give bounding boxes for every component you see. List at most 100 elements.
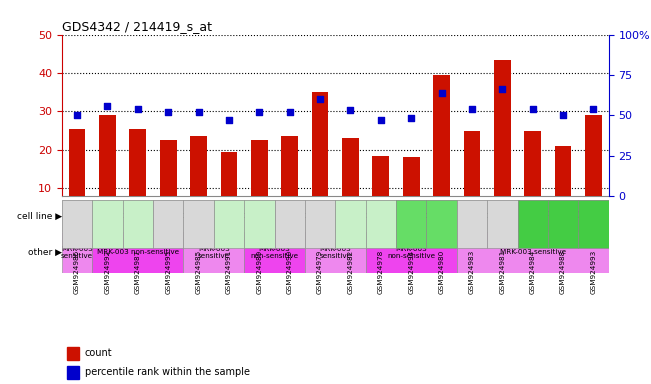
Text: MRK-003
sensitive: MRK-003 sensitive	[61, 246, 93, 259]
Text: GSM924983: GSM924983	[469, 250, 475, 294]
Bar	[159, 140, 176, 196]
Bar	[244, 232, 305, 273]
Bar	[396, 200, 457, 232]
Bar	[434, 75, 450, 196]
Bar	[153, 200, 184, 248]
Text: cell line ▶: cell line ▶	[17, 212, 62, 220]
Text: GSM924990: GSM924990	[286, 250, 293, 294]
Point	[467, 106, 477, 112]
Text: GSM924979: GSM924979	[317, 250, 323, 294]
Bar	[92, 232, 184, 273]
Text: Panc215: Panc215	[164, 212, 202, 220]
Text: Panc198: Panc198	[104, 212, 142, 220]
Bar	[221, 152, 237, 196]
Point	[376, 117, 386, 123]
Bar	[457, 200, 518, 232]
Bar	[366, 232, 457, 273]
Text: Panc374: Panc374	[468, 212, 506, 220]
Text: JH033: JH033	[64, 212, 90, 220]
Bar	[130, 129, 146, 196]
Bar	[69, 129, 85, 196]
Text: GSM924986: GSM924986	[74, 250, 80, 294]
Text: GSM924988: GSM924988	[560, 250, 566, 294]
Text: percentile rank within the sample: percentile rank within the sample	[85, 367, 250, 377]
Text: MRK-003
non-sensitive: MRK-003 non-sensitive	[251, 246, 299, 259]
Bar	[305, 232, 366, 273]
Bar	[396, 200, 426, 248]
Text: GSM924981: GSM924981	[499, 250, 505, 294]
Point	[497, 86, 508, 93]
Text: MRK-003
sensitive: MRK-003 sensitive	[319, 246, 352, 259]
Bar	[99, 115, 116, 196]
Bar	[251, 140, 268, 196]
Bar	[153, 200, 214, 232]
Bar	[184, 200, 214, 248]
Bar	[281, 136, 298, 196]
Bar	[578, 200, 609, 248]
Point	[345, 107, 355, 113]
Text: GSM924980: GSM924980	[439, 250, 445, 294]
Bar	[190, 136, 207, 196]
Bar	[372, 156, 389, 196]
Bar	[184, 232, 244, 273]
Text: GSM924978: GSM924978	[378, 250, 384, 294]
Bar	[494, 60, 510, 196]
Bar	[518, 200, 609, 232]
Text: Panc219: Panc219	[225, 212, 263, 220]
Point	[72, 112, 82, 118]
Bar	[305, 200, 335, 248]
Bar	[62, 232, 92, 273]
Text: Panc291: Panc291	[408, 212, 445, 220]
Bar	[275, 200, 305, 248]
Text: GSM924982: GSM924982	[348, 250, 353, 294]
Point	[163, 109, 173, 115]
Bar	[342, 138, 359, 196]
Text: GSM924989: GSM924989	[256, 250, 262, 294]
Point	[133, 106, 143, 112]
Bar	[92, 200, 122, 248]
Bar	[525, 131, 541, 196]
Point	[589, 106, 599, 112]
Bar	[518, 200, 548, 248]
Text: count: count	[85, 348, 113, 358]
Bar	[585, 115, 602, 196]
Bar	[548, 200, 578, 248]
Bar	[366, 200, 396, 248]
Text: MRK-003 non-sensitive: MRK-003 non-sensitive	[97, 250, 179, 255]
Text: Panc265: Panc265	[346, 212, 385, 220]
Point	[406, 115, 417, 121]
Bar	[312, 92, 329, 196]
Text: GSM924994: GSM924994	[408, 250, 414, 294]
Bar	[426, 200, 457, 248]
Bar	[62, 200, 92, 232]
Text: MRK-003 sensitive: MRK-003 sensitive	[500, 250, 566, 255]
Bar	[122, 200, 153, 248]
Point	[193, 109, 204, 115]
Bar	[244, 200, 275, 248]
Bar	[403, 157, 419, 196]
Bar	[487, 200, 518, 248]
Text: Panc420: Panc420	[544, 212, 582, 220]
Text: MRK-003
sensitive: MRK-003 sensitive	[198, 246, 230, 259]
Bar	[92, 200, 153, 232]
Bar	[67, 348, 79, 360]
Bar	[62, 200, 92, 248]
Bar	[457, 200, 487, 248]
Bar	[555, 146, 572, 196]
Point	[224, 117, 234, 123]
Point	[254, 109, 264, 115]
Text: GSM924984: GSM924984	[530, 250, 536, 294]
Point	[436, 89, 447, 96]
Bar	[335, 200, 366, 248]
Text: GSM924993: GSM924993	[590, 250, 596, 294]
Bar	[464, 131, 480, 196]
Text: GSM924995: GSM924995	[165, 250, 171, 294]
Bar	[67, 366, 79, 379]
Bar	[457, 232, 609, 273]
Text: other ▶: other ▶	[28, 248, 62, 257]
Point	[527, 106, 538, 112]
Text: GSM924987: GSM924987	[135, 250, 141, 294]
Text: GSM924992: GSM924992	[104, 250, 111, 294]
Text: Panc253: Panc253	[286, 212, 324, 220]
Point	[315, 96, 326, 102]
